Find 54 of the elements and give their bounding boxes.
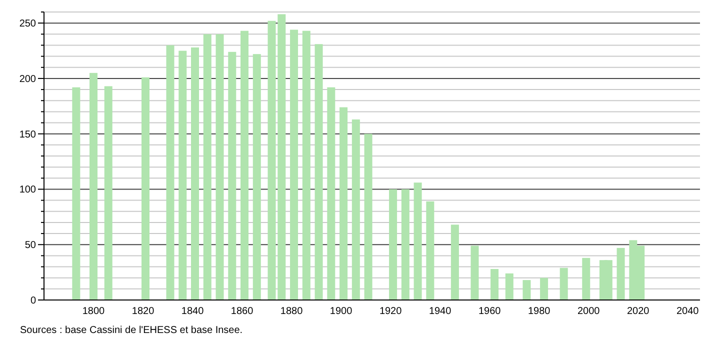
bar bbox=[252, 54, 261, 300]
bar bbox=[216, 34, 224, 300]
bar bbox=[104, 86, 112, 300]
bar bbox=[414, 182, 422, 300]
bar bbox=[141, 77, 150, 300]
y-tick-label: 150 bbox=[19, 129, 36, 140]
x-tick-label: 1880 bbox=[280, 306, 304, 317]
bar bbox=[490, 268, 499, 300]
bar bbox=[327, 87, 336, 300]
x-tick-label: 1960 bbox=[478, 306, 502, 317]
y-tick-label: 100 bbox=[19, 184, 36, 196]
x-tick-label: 1820 bbox=[132, 306, 155, 317]
bar bbox=[616, 248, 625, 300]
x-tick-label: 1980 bbox=[528, 306, 551, 317]
bar bbox=[540, 278, 548, 300]
source-note: Sources : base Cassini de l'EHESS et base Insee. bbox=[20, 325, 243, 336]
bar bbox=[401, 189, 410, 300]
bar bbox=[426, 201, 434, 300]
bar bbox=[340, 107, 348, 300]
x-tick-label: 1800 bbox=[82, 306, 106, 317]
bar bbox=[582, 258, 590, 300]
x-tick-label: 1940 bbox=[428, 306, 452, 317]
x-tick-label: 1900 bbox=[330, 306, 353, 317]
bar bbox=[178, 50, 187, 300]
bar bbox=[389, 189, 398, 300]
bar bbox=[522, 280, 531, 300]
bar bbox=[560, 268, 568, 300]
y-tick-label: 250 bbox=[19, 18, 36, 30]
bar bbox=[228, 52, 236, 300]
bar bbox=[166, 45, 174, 300]
bar bbox=[364, 134, 372, 300]
x-tick-label: 2020 bbox=[626, 306, 650, 317]
bar bbox=[278, 14, 286, 300]
y-tick-label: 0 bbox=[30, 296, 36, 306]
x-tick-label: 1860 bbox=[230, 306, 254, 317]
bar bbox=[268, 20, 276, 300]
x-tick-label: 2040 bbox=[676, 306, 700, 317]
bar bbox=[352, 119, 360, 300]
bar bbox=[314, 44, 323, 300]
bar bbox=[290, 30, 298, 300]
x-tick-label: 1920 bbox=[379, 306, 402, 317]
bar bbox=[505, 273, 514, 300]
bar bbox=[72, 87, 80, 300]
bar bbox=[302, 30, 310, 300]
bar bbox=[90, 72, 98, 300]
x-tick-label: 1840 bbox=[181, 306, 204, 317]
bar bbox=[191, 47, 200, 300]
bar bbox=[450, 224, 459, 300]
bar bbox=[240, 30, 249, 300]
bar bbox=[470, 246, 479, 300]
x-tick-label: 2000 bbox=[577, 306, 600, 317]
bar bbox=[203, 34, 212, 300]
y-tick-label: 50 bbox=[24, 240, 36, 252]
y-tick-label: 200 bbox=[19, 74, 36, 85]
